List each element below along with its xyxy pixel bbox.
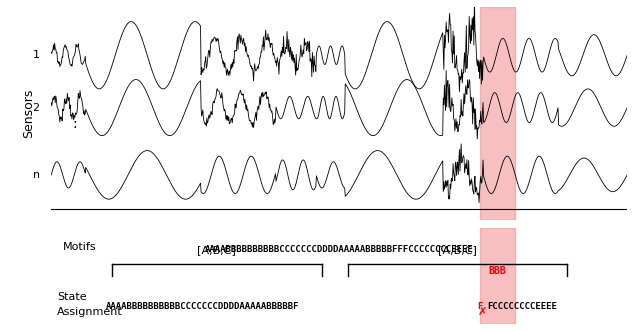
Text: BBB: BBB — [489, 266, 506, 276]
Text: F: F — [477, 303, 483, 311]
Text: 1: 1 — [33, 50, 40, 60]
Text: AAAABBBBBBBBBBCCCCCCCDDDDAAAAABBBBBF: AAAABBBBBBBBBBCCCCCCCDDDDAAAAABBBBBF — [106, 303, 300, 311]
Text: Assignment: Assignment — [57, 307, 123, 317]
Text: [A,B,C]: [A,B,C] — [197, 245, 236, 255]
Text: Motifs: Motifs — [63, 242, 97, 252]
Text: State: State — [57, 292, 86, 302]
Text: Sensors: Sensors — [22, 88, 35, 138]
Text: n: n — [33, 170, 40, 180]
Text: 2: 2 — [33, 103, 40, 113]
Text: FCCCCCCCCEEEE: FCCCCCCCCEEEE — [488, 303, 557, 311]
Text: AAAABBBBBBBBBBCCCCCCCDDDDAAAAABBBBBFFFCCCCCCCCEEEE: AAAABBBBBBBBBBCCCCCCCDDDDAAAAABBBBBFFFCC… — [205, 245, 474, 254]
Text: :: : — [72, 117, 77, 131]
Text: [A,B,C]: [A,B,C] — [438, 245, 477, 255]
Text: ✗: ✗ — [478, 307, 488, 317]
Bar — [480, 227, 515, 324]
Bar — [480, 7, 515, 220]
